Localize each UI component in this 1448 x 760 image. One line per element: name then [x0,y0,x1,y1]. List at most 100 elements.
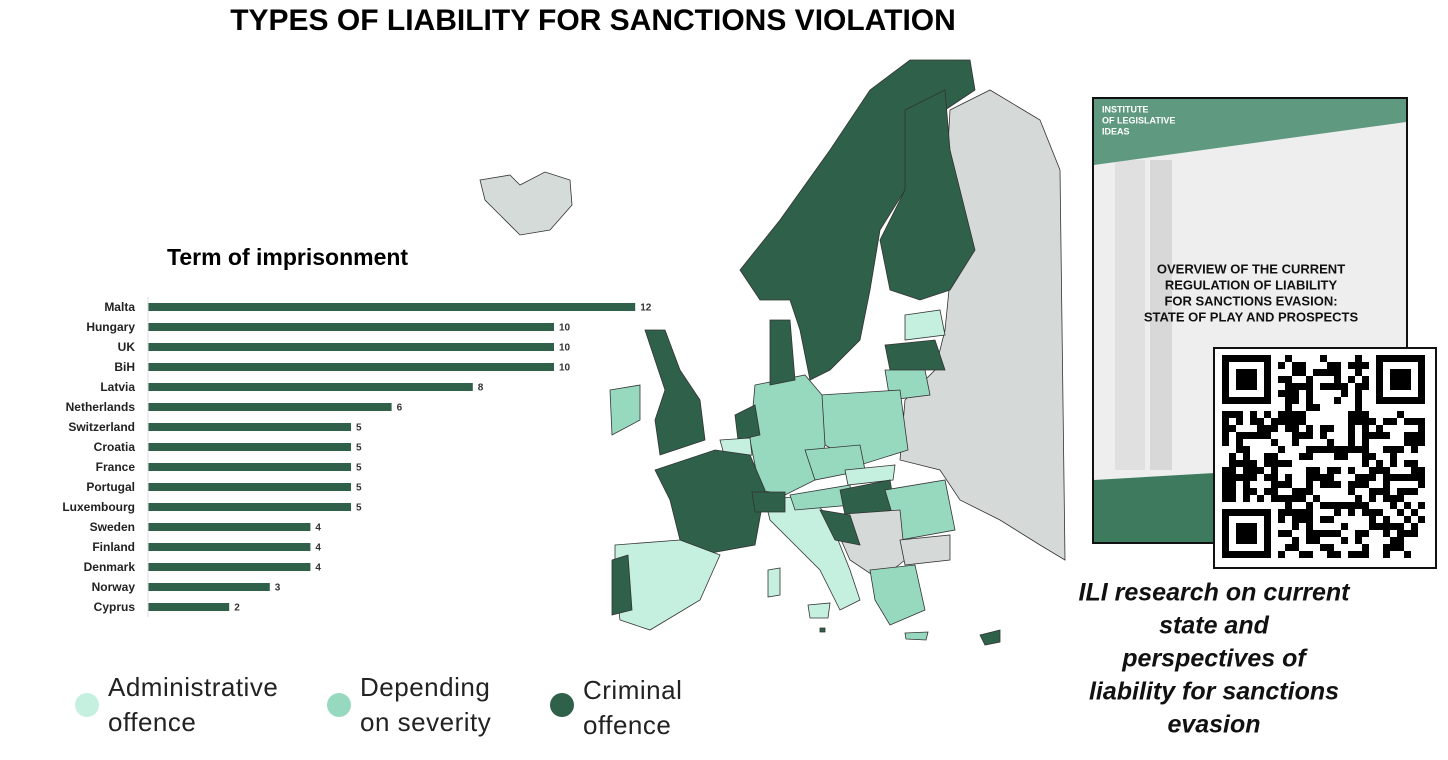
qr-module [1362,502,1369,509]
qr-module [1264,460,1271,467]
qr-module [1341,446,1348,453]
qr-module [1299,509,1306,516]
qr-module [1411,488,1418,495]
qr-module [1327,369,1334,376]
chart-title: Term of imprisonment [167,244,408,270]
qr-module [1264,411,1271,418]
qr-module [1229,488,1236,495]
qr-module [1397,530,1404,537]
qr-module [1264,453,1271,460]
qr-module [1292,516,1299,523]
qr-module [1292,369,1299,376]
qr-module [1383,446,1390,453]
legend-label: on severity [360,707,491,737]
qr-module [1411,355,1418,362]
qr-module [1369,453,1376,460]
qr-module [1222,474,1229,481]
qr-module [1264,376,1271,383]
qr-module [1327,425,1334,432]
qr-module [1320,425,1327,432]
map-region [654,449,766,556]
map-region [819,627,826,633]
qr-module [1355,383,1362,390]
qr-module [1362,446,1369,453]
qr-module [1285,474,1292,481]
qr-module [1369,516,1376,523]
qr-module [1299,488,1306,495]
map-region [879,89,976,301]
map-region [884,339,946,371]
qr-module [1313,530,1320,537]
legend-swatch [75,693,99,717]
qr-module [1285,509,1292,516]
qr-module [1369,495,1376,502]
category-label: Croatia [94,440,136,454]
qr-module [1355,369,1362,376]
qr-module [1257,418,1264,425]
qr-module [1292,488,1299,495]
category-label: Latvia [100,380,135,394]
category-label: Finland [92,540,135,554]
qr-module [1306,432,1313,439]
qr-module [1285,404,1292,411]
qr-module [1355,404,1362,411]
qr-module [1243,355,1250,362]
qr-module [1271,418,1278,425]
bar [148,323,554,331]
qr-module [1236,432,1243,439]
qr-module [1320,446,1327,453]
qr-module [1418,376,1425,383]
qr-module [1306,537,1313,544]
qr-module [1341,537,1348,544]
qr-module [1355,537,1362,544]
qr-module [1390,523,1397,530]
qr-module [1362,432,1369,439]
qr-module [1243,509,1250,516]
qr-module [1250,467,1257,474]
category-label: Switzerland [68,420,135,434]
qr-module [1264,544,1271,551]
bar [148,543,311,551]
map-region [614,539,721,631]
qr-module [1369,418,1376,425]
qr-module [1397,376,1404,383]
qr-module [1327,467,1334,474]
qr-module [1411,467,1418,474]
caption-line: evasion [1167,711,1260,739]
qr-module [1222,376,1229,383]
qr-module [1271,460,1278,467]
cover-title-line: STATE OF PLAY AND PROSPECTS [1144,309,1359,324]
qr-module [1243,453,1250,460]
map-region [979,629,1001,646]
qr-module [1264,537,1271,544]
qr-module [1411,474,1418,481]
value-label: 2 [234,603,240,614]
qr-module [1376,362,1383,369]
qr-module [1264,355,1271,362]
qr-module [1243,460,1250,467]
qr-module [1418,481,1425,488]
qr-module [1299,362,1306,369]
qr-module [1222,383,1229,390]
map-region [479,171,573,236]
qr-module [1264,516,1271,523]
qr-module [1383,495,1390,502]
qr-module [1236,411,1243,418]
legend-swatch [550,693,574,717]
qr-module [1257,397,1264,404]
qr-module [1418,516,1425,523]
qr-module [1320,481,1327,488]
qr-module [1292,383,1299,390]
qr-module [1222,362,1229,369]
qr-module [1264,425,1271,432]
qr-module [1229,460,1236,467]
value-label: 3 [275,583,281,594]
qr-module [1313,467,1320,474]
value-label: 4 [315,563,321,574]
qr-module [1355,390,1362,397]
qr-module [1362,376,1369,383]
qr-module [1222,481,1229,488]
bar [148,423,351,431]
qr-module [1390,453,1397,460]
qr-module [1278,460,1285,467]
